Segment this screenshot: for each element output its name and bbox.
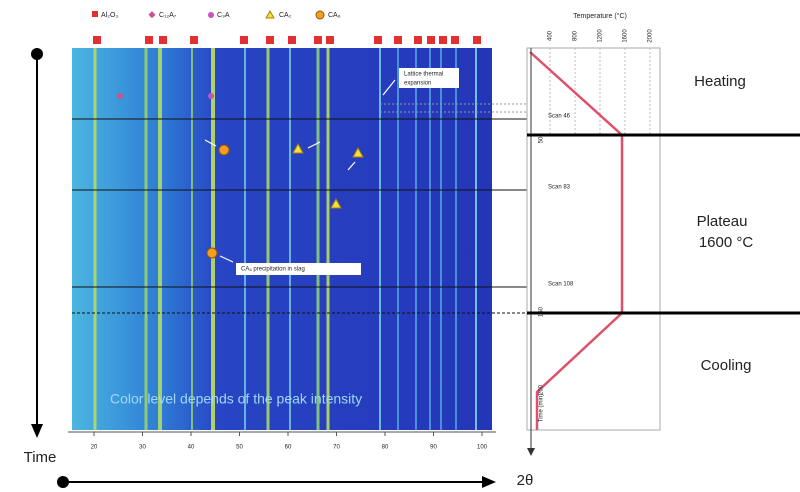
annotation: CA₆ precipitation in slag [241,267,305,273]
temperature-tick-label: 800 [573,30,579,41]
arrowhead [31,424,43,438]
legend-label: CA₆ [328,12,341,19]
x-tick-label: 30 [139,445,146,451]
time-tick: 200 [539,384,545,395]
annotation: expansion [404,81,431,87]
x-ticks: 20 30 40 50 60 70 80 90 100 [91,432,488,451]
time-label: Time [24,449,57,466]
x-tick-label: 20 [91,445,98,451]
legend: Al₂O₃ C₁₂A₇ C₃A CA₂ CA₆ [92,11,341,19]
x-tick-label: 90 [430,445,437,451]
arrowhead [482,476,496,488]
x-tick-label: 60 [285,445,292,451]
scan-label: Scan 108 [548,282,574,288]
peak-markers [93,36,481,44]
x-tick-label: 100 [477,445,488,451]
temperature-title: Temperature (°C) [573,12,627,20]
temperature-tick-label: 400 [548,30,554,41]
page: {"legend": {"items": ["Al\u2082O\u2083",… [0,0,800,492]
stage-label: 1600 °C [699,234,754,251]
x-tick-label: 50 [236,445,243,451]
legend-label: C₁₂A₇ [159,12,177,19]
scan-label: Scan 46 [548,114,571,120]
stage-label: Heating [694,73,746,90]
two-theta-label: 2θ [517,472,534,489]
legend-label: CA₂ [279,12,292,19]
time-tick: 50 [539,136,545,143]
arrowhead [527,448,535,456]
temperature-tick-label: 1200 [598,29,604,43]
heatmap [72,48,492,430]
annotation: Color level depends of the peak intensit… [110,391,362,407]
annotation: Lattice thermal [404,72,443,78]
temperature-tick-label: 1600 [623,29,629,43]
figure: Al₂O₃ C₁₂A₇ C₃A CA₂ CA₆ Lattice thermal … [0,0,800,492]
legend-label: Al₂O₃ [101,12,118,19]
stage-label: Cooling [701,357,752,374]
scan-label: Scan 83 [548,185,571,191]
time-axis-label: Time (min) [539,394,545,422]
temperature-tick-label: 2000 [648,29,654,43]
temperature-panel [527,48,660,430]
x-tick-label: 80 [382,445,389,451]
x-tick-label: 70 [333,445,340,451]
stage-label: Plateau [697,213,748,230]
x-tick-label: 40 [188,445,195,451]
legend-label: C₃A [217,12,230,19]
